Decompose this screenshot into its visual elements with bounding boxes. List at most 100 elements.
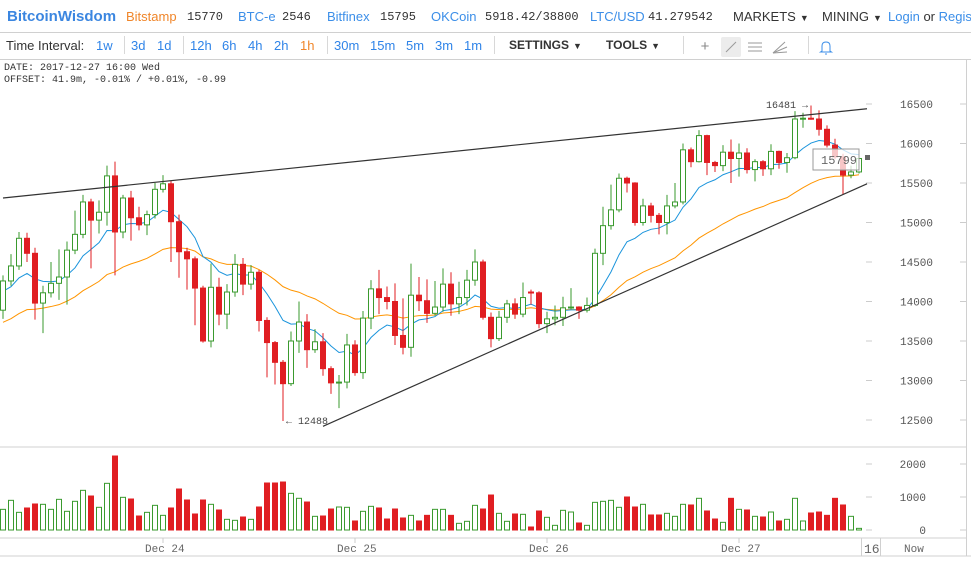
candle-body [808,117,814,120]
volume-bar [344,506,350,531]
crosshair-icon[interactable]: + [700,38,710,55]
candle-body [96,211,102,221]
interval-3d[interactable]: 3d [131,38,146,53]
trendline-icon[interactable] [721,37,741,57]
bell-icon[interactable] [816,37,836,57]
candle-body [152,188,158,216]
volume-bar [128,498,134,531]
candle-body [480,261,486,318]
interval-2h[interactable]: 2h [274,38,289,53]
price-bitstamp: 15770 [187,10,224,24]
candle [752,159,758,182]
candle [240,258,246,296]
mining-menu[interactable]: MINING ▼ [822,9,882,24]
candle-body [496,316,502,340]
volume-bar [728,497,734,531]
interval-30m[interactable]: 30m [334,38,360,53]
register-link[interactable]: Register [938,9,971,24]
candle-body [280,361,286,385]
volume-bar [440,508,446,531]
candle-body [120,197,126,233]
volume-bar [328,508,334,531]
candle [616,173,622,213]
interval-5m[interactable]: 5m [406,38,425,53]
exchange-btce[interactable]: BTC-e [238,9,276,24]
interval-15m[interactable]: 15m [370,38,396,53]
time-label: Dec 26 [529,544,569,556]
exchange-okcoin[interactable]: OKCoin [431,9,477,24]
now-label: Now [904,544,924,556]
candle-body [648,205,654,216]
volume-bar [56,498,62,531]
volume-bar [536,510,542,531]
candle-body [432,306,438,314]
interval-1w[interactable]: 1w [96,38,113,53]
candle-body [624,177,630,184]
candle-body [216,286,222,315]
candle [688,147,694,168]
candle-body [328,368,334,384]
candle [224,284,230,330]
interval-1d[interactable]: 1d [157,38,172,53]
candle [0,275,6,319]
horizontal-lines-icon[interactable] [745,37,765,57]
candle [120,194,126,239]
price-tick-label: 15000 [900,219,933,231]
interval-12h[interactable]: 12h [190,38,212,53]
candle-body [664,205,670,224]
tools-menu[interactable]: TOOLS ▼ [606,38,660,52]
candle [392,283,398,345]
candle-body [456,297,462,305]
candle-body [712,161,718,167]
candle-body [40,292,46,304]
exchange-ltcusd[interactable]: LTC/USD [590,9,645,24]
candle-body [304,321,310,351]
volume-bar [456,522,462,531]
interval-1m[interactable]: 1m [464,38,483,53]
volume-bar [672,515,678,531]
candle [432,280,438,316]
interval-6h[interactable]: 6h [222,38,237,53]
candle [232,254,238,297]
candle-body [0,280,6,311]
volume-bar [192,513,198,531]
volume-bar [528,526,534,531]
candle-body [656,214,662,223]
interval-3m[interactable]: 3m [435,38,454,53]
exchange-bitfinex[interactable]: Bitfinex [327,9,370,24]
volume-bar [568,511,574,531]
candle-body [16,237,22,267]
candle-body [112,175,118,233]
candle-body [136,217,142,226]
volume-bar [712,518,718,531]
markets-menu[interactable]: MARKETS ▼ [733,9,809,24]
volume-bar [696,497,702,531]
volume-bar [368,505,374,531]
interval-1h[interactable]: 1h [300,38,315,53]
candle-body [752,161,758,171]
candle-body [504,303,510,318]
volume-bar [776,520,782,531]
price-tick-label: 14000 [900,298,933,310]
exchange-bitstamp[interactable]: Bitstamp [126,9,177,24]
candle [744,148,750,174]
settings-menu[interactable]: SETTINGS ▼ [509,38,582,52]
candle-body [520,297,526,315]
interval-4h[interactable]: 4h [248,38,263,53]
volume-bar [488,494,494,531]
price-bitfinex: 15795 [380,10,417,24]
candle [544,311,550,334]
price-tick-label: 16500 [900,100,933,112]
candle [776,150,782,169]
divider [183,36,184,54]
logo[interactable]: BitcoinWisdom [7,8,117,25]
candle-body [688,149,694,163]
price-tick-label: 12500 [900,416,933,428]
candle [360,310,366,379]
volume-bar [280,481,286,531]
divider [327,36,328,54]
fork-icon[interactable] [770,37,790,57]
login-link[interactable]: Login [888,9,920,24]
volume-bar [16,511,22,531]
